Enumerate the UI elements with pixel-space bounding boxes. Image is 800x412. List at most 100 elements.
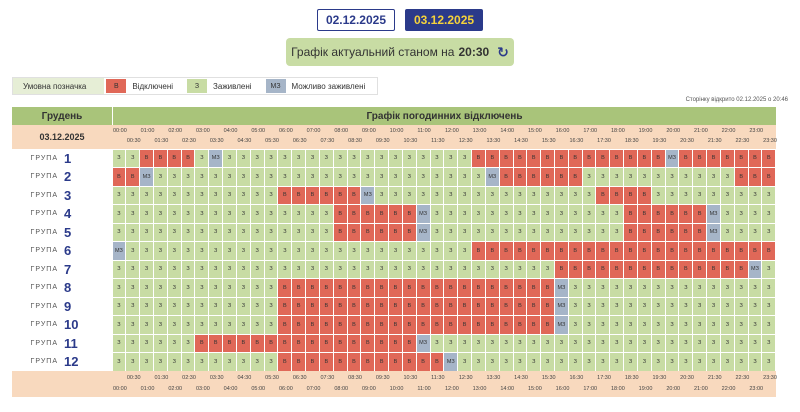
schedule-cell: З [195, 316, 209, 334]
schedule-cell: З [637, 279, 651, 297]
schedule-cell: З [167, 353, 181, 371]
schedule-cell: З [555, 223, 568, 241]
schedule-cell: В [375, 297, 389, 315]
schedule-cell: З [555, 353, 568, 371]
half-hour-label: 20:30 [680, 375, 694, 381]
half-hour-label: 21:30 [707, 138, 722, 144]
schedule-cell: З [250, 242, 264, 260]
schedule-cell: З [140, 279, 153, 297]
schedule-cell: В [582, 149, 596, 167]
schedule-cell: З [416, 242, 430, 260]
hour-label: 17:00 [583, 386, 598, 392]
schedule-cell: В [402, 205, 416, 223]
schedule-cell: З [513, 186, 527, 204]
schedule-cell: З [762, 334, 776, 352]
schedule-cell: В [472, 316, 485, 334]
schedule-cell: В [389, 279, 402, 297]
schedule-cell: З [568, 279, 582, 297]
schedule-cell: В [693, 205, 707, 223]
hours-footer: 00:00 01:00 02:00 03:00 04:00 05:00 06:00 07:00… [112, 371, 777, 397]
schedule-cell: З [195, 149, 209, 167]
schedule-cell: З [734, 334, 748, 352]
schedule-cell: З [596, 353, 610, 371]
schedule-cell: З [762, 223, 776, 241]
schedule-cell: З [485, 334, 499, 352]
half-hour-label: 19:30 [652, 138, 667, 144]
schedule-cell: В [375, 205, 389, 223]
schedule-cell: З [209, 353, 223, 371]
hour-label: 04:00 [223, 128, 238, 134]
half-hour-label: 06:30 [292, 375, 307, 381]
schedule-cell: В [679, 149, 693, 167]
schedule-cell: З [458, 168, 472, 186]
schedule-cell: В [596, 149, 610, 167]
group-word: ГРУПА [30, 247, 58, 255]
half-hour-label: 13:30 [486, 138, 501, 144]
schedule-cell: З [499, 334, 513, 352]
schedule-cell: З [278, 168, 292, 186]
schedule-cell: В [402, 297, 416, 315]
schedule-cell: З [292, 149, 306, 167]
group-label: ГРУПА 9 [12, 297, 112, 316]
group-word: ГРУПА [30, 228, 58, 236]
schedule-cell: З [541, 205, 554, 223]
schedule-cell: В [416, 353, 430, 371]
schedule-cell: З [651, 297, 665, 315]
half-hour-label: 23:30 [763, 138, 777, 144]
schedule-cell: З [209, 260, 223, 278]
schedule-cell: В [610, 260, 624, 278]
schedule-cell: З [375, 168, 389, 186]
schedule-cell: В [637, 260, 651, 278]
hour-label: 03:00 [196, 386, 210, 392]
schedule-cell: З [153, 334, 167, 352]
schedule-cell: З [153, 279, 167, 297]
schedule-cell: З [375, 186, 389, 204]
schedule-cell: З [458, 149, 472, 167]
schedule-cell: З [112, 186, 126, 204]
schedule-cell: З [402, 242, 416, 260]
outage-schedule-table: Грудень Графік погодинних відключень 03.… [12, 107, 777, 397]
schedule-cell: З [209, 223, 223, 241]
date-tab-0[interactable]: 02.12.2025 [316, 9, 395, 31]
schedule-cell: З [195, 279, 209, 297]
schedule-cell: З [679, 297, 693, 315]
schedule-cell: МЗ [748, 260, 762, 278]
schedule-cell: В [292, 316, 306, 334]
schedule-cell: З [264, 353, 278, 371]
schedule-cell: З [195, 353, 209, 371]
schedule-cell: З [513, 260, 527, 278]
group-number: 12 [64, 354, 79, 370]
schedule-cell: В [333, 297, 347, 315]
schedule-cell: З [485, 205, 499, 223]
schedule-cell: В [389, 223, 402, 241]
half-hour-label: 20:30 [680, 138, 694, 144]
schedule-cell: З [140, 316, 153, 334]
date-tab-1[interactable]: 03.12.2025 [405, 9, 484, 31]
schedule-cell: З [748, 353, 762, 371]
schedule-cell: З [347, 260, 361, 278]
schedule-cell: В [651, 242, 665, 260]
schedule-cell: В [126, 168, 140, 186]
schedule-cell: В [596, 186, 610, 204]
hour-label: 13:00 [472, 386, 487, 392]
schedule-cell: МЗ [140, 168, 153, 186]
hour-label: 20:00 [666, 386, 681, 392]
hour-label: 05:00 [251, 128, 266, 134]
schedule-cell: З [513, 334, 527, 352]
schedule-cell: З [250, 353, 264, 371]
schedule-cell: В [679, 242, 693, 260]
half-hour-label: 07:30 [320, 138, 335, 144]
hour-label: 16:00 [555, 128, 570, 134]
schedule-cell: З [596, 168, 610, 186]
schedule-cell: В [472, 297, 485, 315]
schedule-cell: З [236, 186, 250, 204]
schedule-cell: МЗ [555, 279, 568, 297]
schedule-cell: З [665, 279, 679, 297]
schedule-cell: З [319, 205, 333, 223]
refresh-icon[interactable]: ↻ [497, 43, 509, 60]
schedule-cell: З [582, 353, 596, 371]
group-label: ГРУПА 7 [12, 260, 112, 279]
schedule-cell: В [375, 334, 389, 352]
group-number: 1 [64, 150, 72, 166]
group-word: ГРУПА [30, 284, 58, 292]
